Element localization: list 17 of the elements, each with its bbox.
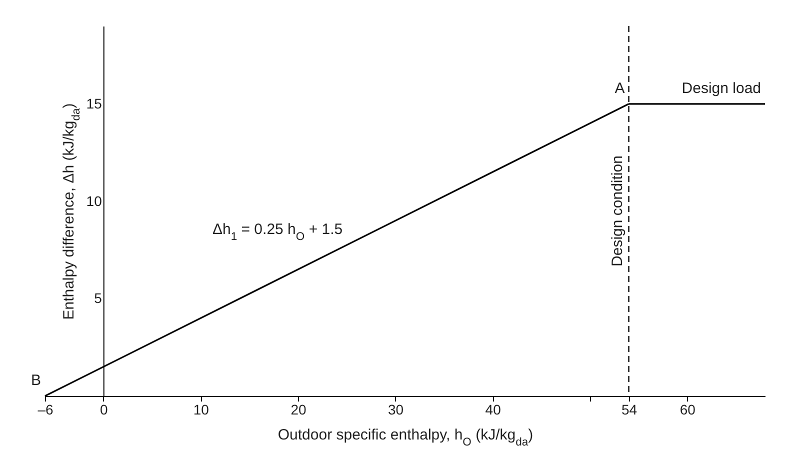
x-axis-title: Outdoor specific enthalpy, h$_{O}$ (kJ/kg$_{da}$) bbox=[278, 426, 534, 448]
x-tick-label: 10 bbox=[193, 402, 210, 418]
annotation: Δh$_{1}$ = 0.25 h$_{O}$ + 1.5 bbox=[212, 221, 343, 244]
x-tick-label: 0 bbox=[100, 402, 108, 418]
x-tick-label: 40 bbox=[485, 402, 502, 418]
ref-line-label: Design condition bbox=[608, 156, 626, 266]
x-tick-label: 60 bbox=[680, 402, 696, 418]
x-tick-label: 30 bbox=[388, 402, 404, 418]
x-tick-label: –6 bbox=[38, 402, 54, 418]
annotation: B bbox=[30, 372, 41, 389]
annotation: Design load bbox=[682, 80, 761, 97]
y-tick-label: 5 bbox=[94, 290, 102, 306]
y-tick-label: 15 bbox=[86, 95, 102, 112]
annotation: A bbox=[614, 80, 625, 97]
x-tick-label: 54 bbox=[621, 402, 638, 418]
y-tick-label: 10 bbox=[86, 192, 102, 209]
x-tick-label: 20 bbox=[290, 402, 306, 418]
